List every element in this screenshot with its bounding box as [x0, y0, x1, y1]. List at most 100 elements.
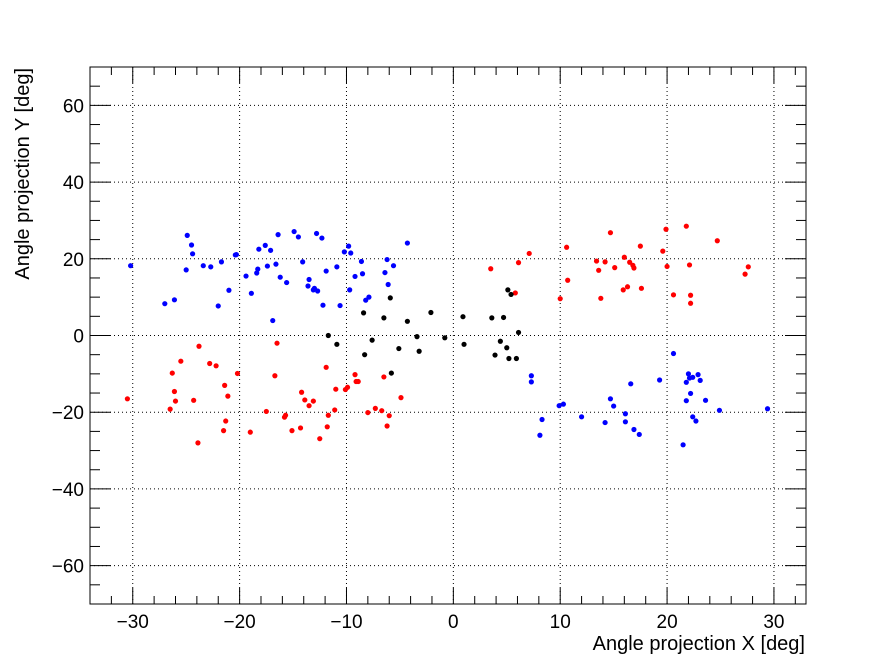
- red-data-point: [344, 384, 351, 390]
- axis-ticks: [89, 66, 806, 605]
- blue-data-point: [268, 247, 274, 253]
- black-data-point: [360, 310, 367, 316]
- red-data-point: [598, 295, 604, 301]
- red-data-point: [596, 267, 602, 273]
- blue-data-point: [702, 397, 709, 403]
- blue-data-point: [390, 263, 397, 269]
- x-tick-label: 0: [448, 612, 459, 633]
- blue-data-point: [670, 350, 677, 357]
- red-data-point: [488, 266, 494, 272]
- blue-data-point: [764, 406, 771, 412]
- red-data-point: [379, 408, 385, 414]
- blue-data-point: [578, 414, 585, 420]
- black-data-point: [325, 332, 331, 339]
- blue-data-point: [183, 267, 189, 273]
- blue-data-point: [611, 403, 617, 409]
- y-axis-title: Angle projection Y [deg]: [12, 68, 34, 280]
- blue-data-point: [218, 259, 225, 265]
- black-data-point: [404, 318, 410, 324]
- black-data-point: [506, 355, 512, 362]
- red-data-point: [272, 373, 278, 379]
- black-data-point: [369, 337, 375, 343]
- red-data-point: [274, 340, 280, 346]
- blue-data-point: [319, 235, 325, 241]
- blue-data-point: [262, 242, 268, 248]
- blue-data-point: [306, 276, 312, 283]
- red-data-point: [686, 262, 693, 268]
- red-data-point: [398, 395, 404, 401]
- red-data-point: [195, 440, 201, 446]
- red-data-point: [631, 265, 637, 271]
- red-data-point: [333, 386, 339, 392]
- x-tick-label: −30: [117, 612, 149, 633]
- x-axis-title: Angle projection X [deg]: [593, 633, 805, 655]
- blue-data-point: [188, 242, 195, 248]
- blue-data-point: [255, 266, 261, 272]
- blue-data-point: [537, 432, 543, 438]
- y-tick-label: 60: [63, 96, 84, 117]
- blue-data-point: [366, 294, 372, 300]
- blue-data-point: [284, 279, 290, 286]
- red-data-point: [355, 378, 361, 385]
- blue-data-point: [607, 396, 614, 402]
- red-data-point: [306, 403, 312, 409]
- blue-data-point: [248, 290, 254, 296]
- x-tick-label: −10: [330, 612, 362, 633]
- red-data-point: [593, 258, 600, 264]
- black-data-point: [500, 314, 507, 321]
- red-data-point: [323, 364, 329, 370]
- red-data-point: [637, 243, 643, 249]
- y-tick-label: 40: [63, 173, 84, 194]
- tick-labels: −30 −20 −10 0 10 20 30 −60 −40 −20 0 20 40 60: [52, 96, 785, 633]
- blue-data-point: [337, 302, 343, 309]
- red-data-point: [324, 424, 330, 430]
- red-data-point: [317, 436, 323, 442]
- red-data-point: [191, 397, 197, 403]
- red-data-point: [298, 389, 305, 395]
- black-data-point: [334, 341, 340, 347]
- red-data-point: [621, 254, 627, 260]
- black-data-point: [461, 341, 467, 347]
- blue-data-point: [264, 263, 270, 269]
- black-data-point: [381, 315, 387, 321]
- black-data-point: [387, 295, 393, 301]
- red-data-point: [223, 418, 229, 424]
- red-data-point: [612, 265, 618, 271]
- blue-data-point: [384, 256, 390, 263]
- red-data-point: [289, 428, 295, 434]
- blue-data-point: [628, 381, 634, 387]
- blue-data-point: [602, 419, 608, 426]
- red-data-point: [602, 259, 608, 265]
- black-data-point: [497, 338, 503, 344]
- red-data-point: [607, 230, 614, 236]
- red-data-point: [664, 263, 670, 270]
- red-data-point: [310, 398, 316, 404]
- black-data-point: [414, 334, 420, 340]
- blue-data-point: [690, 414, 696, 420]
- blue-data-point: [200, 263, 206, 269]
- red-data-point: [124, 396, 131, 402]
- red-data-point: [384, 423, 390, 429]
- blue-data-point: [687, 390, 694, 397]
- black-data-point: [460, 314, 466, 320]
- blue-data-point: [323, 268, 329, 274]
- red-data-point: [565, 277, 571, 283]
- red-data-point: [263, 408, 269, 415]
- grid-lines: [90, 67, 806, 604]
- blue-data-point: [622, 411, 628, 417]
- blue-data-point: [556, 403, 562, 409]
- data-points: [124, 223, 771, 448]
- red-data-point: [297, 425, 304, 431]
- blue-data-point: [683, 379, 689, 385]
- blue-data-point: [171, 297, 178, 303]
- black-data-point: [416, 348, 422, 354]
- black-data-point: [508, 291, 514, 298]
- blue-data-point: [313, 230, 320, 237]
- blue-data-point: [347, 287, 353, 293]
- red-data-point: [207, 360, 213, 367]
- blue-data-point: [528, 379, 534, 385]
- red-data-point: [670, 292, 677, 298]
- red-data-point: [234, 370, 241, 377]
- x-tick-label: 30: [763, 612, 784, 633]
- y-tick-label: −40: [52, 480, 84, 501]
